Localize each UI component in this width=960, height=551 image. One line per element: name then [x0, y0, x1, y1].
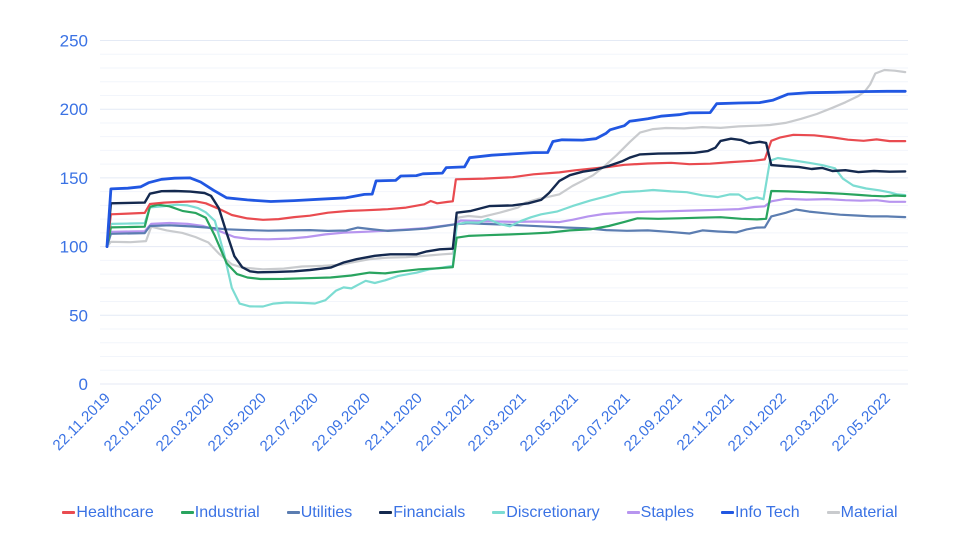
legend-item-label: Info Tech: [735, 504, 800, 521]
legend-dash-icon: [826, 511, 840, 515]
y-tick-label: 0: [79, 375, 88, 394]
legend-dash-icon: [721, 511, 735, 515]
legend-item-label: Discretionary: [506, 504, 600, 521]
legend-dash-icon: [492, 511, 506, 515]
legend-item-discretionary[interactable]: Discretionary: [492, 503, 600, 522]
series-line-utilities: [105, 208, 907, 248]
legend-item-info-tech[interactable]: Info Tech: [721, 503, 800, 522]
legend-item-healthcare[interactable]: Healthcare: [62, 503, 154, 522]
chart-legend: Healthcare Industrial Utilities Financials D…: [0, 503, 960, 522]
legend-item-utilities[interactable]: Utilities: [286, 503, 353, 522]
y-tick-label: 50: [69, 306, 88, 325]
legend-item-staples[interactable]: Staples: [626, 503, 695, 522]
series-line-industrial: [105, 189, 907, 281]
y-tick-label: 200: [60, 100, 88, 119]
legend-item-material[interactable]: Material: [826, 503, 898, 522]
legend-dash-icon: [626, 511, 640, 515]
y-tick-label: 100: [60, 238, 88, 257]
legend-dash-icon: [286, 511, 300, 515]
legend-item-label: Material: [840, 504, 898, 521]
legend-dash-icon: [180, 511, 194, 515]
performance-line-chart: 05010015020025022.11.201922.01.202022.03…: [50, 32, 908, 455]
series-line-info-tech: [105, 89, 907, 249]
legend-item-label: Healthcare: [76, 504, 154, 521]
legend-item-financials[interactable]: Financials: [379, 503, 465, 522]
series-line-financials: [105, 137, 907, 274]
legend-dash-icon: [379, 511, 393, 515]
legend-item-label: Industrial: [194, 504, 260, 521]
y-tick-label: 150: [60, 169, 88, 188]
series-line-material: [105, 68, 907, 271]
legend-item-industrial[interactable]: Industrial: [180, 503, 260, 522]
legend-item-label: Utilities: [300, 504, 353, 521]
legend-dash-icon: [62, 511, 76, 515]
series-line-discretionary: [105, 156, 907, 308]
y-tick-label: 250: [60, 32, 88, 51]
series-line-healthcare: [105, 133, 907, 248]
legend-item-label: Staples: [640, 504, 695, 521]
legend-item-label: Financials: [393, 504, 466, 521]
